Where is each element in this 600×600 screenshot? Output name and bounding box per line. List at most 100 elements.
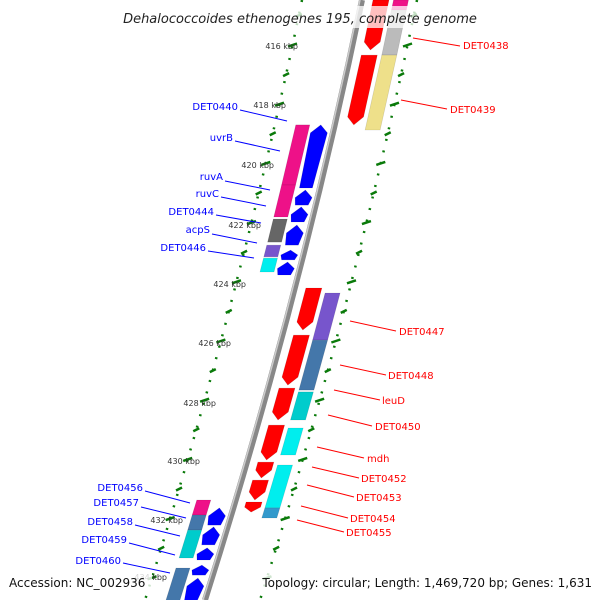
- forward-gene-category-box: [261, 507, 281, 519]
- minor-tick: [340, 308, 348, 315]
- major-tick: [260, 160, 271, 167]
- reverse-gene-category-box: [178, 529, 203, 559]
- tick-label: 422 kbp: [228, 221, 261, 230]
- major-tick: [389, 101, 400, 107]
- tick-label: 418 kbp: [253, 101, 286, 110]
- forward-gene-arrow: [281, 334, 310, 386]
- major-tick: [330, 338, 341, 344]
- gene-label[interactable]: DET0446: [160, 243, 206, 254]
- reverse-gene-arrow: [201, 526, 221, 546]
- gene-label[interactable]: DET0459: [81, 535, 127, 546]
- minor-tick: [384, 131, 392, 137]
- minor-tick: [157, 545, 165, 551]
- gene-label[interactable]: DET0438: [463, 41, 509, 52]
- gene-label[interactable]: DET0447: [399, 327, 445, 338]
- gene-label[interactable]: DET0452: [361, 474, 407, 485]
- minor-tick: [225, 308, 233, 315]
- tick-label: 428 kbp: [183, 399, 216, 408]
- major-tick: [297, 456, 308, 463]
- minor-tick: [175, 486, 183, 492]
- title-backdrop: [105, 6, 495, 28]
- topology-text: Topology: circular; Length: 1,469,720 bp…: [261, 576, 592, 590]
- gene-label[interactable]: DET0454: [350, 514, 396, 525]
- outer-tick-ring: [258, 0, 419, 600]
- forward-gene-arrow: [244, 501, 263, 513]
- left-gene-labels: [122, 109, 288, 574]
- reverse-gene-arrow: [191, 564, 210, 576]
- minor-tick: [307, 427, 315, 433]
- major-tick: [287, 42, 298, 48]
- minor-tick: [255, 190, 263, 196]
- gene-label[interactable]: DET0448: [388, 371, 434, 382]
- genome-backbone: [202, 0, 365, 600]
- reverse-gene-category-box: [259, 257, 278, 273]
- topology-backdrop: [258, 572, 598, 592]
- major-tick: [231, 279, 242, 285]
- reverse-gene-category-box: [191, 499, 212, 516]
- gene-label[interactable]: DET0439: [450, 105, 496, 116]
- reverse-gene-arrow: [277, 261, 295, 276]
- gene-label[interactable]: DET0450: [375, 422, 421, 433]
- reverse-gene-category-box: [263, 244, 282, 258]
- gene-label[interactable]: ruvC: [196, 189, 219, 200]
- minor-tick: [282, 71, 290, 78]
- forward-gene-arrow: [296, 287, 323, 331]
- major-tick: [402, 42, 413, 48]
- major-tick: [182, 456, 193, 463]
- gene-label[interactable]: uvrB: [210, 133, 233, 144]
- minor-tick: [355, 249, 363, 255]
- major-tick: [274, 101, 285, 107]
- minor-tick: [192, 427, 200, 433]
- forward-gene-category-box: [290, 391, 314, 421]
- gene-label[interactable]: ruvA: [200, 172, 223, 183]
- tick-label: 432 kbp: [150, 516, 183, 525]
- tick-label: 416 kbp: [265, 42, 298, 51]
- map-title: Dehalococcoides ethenogenes 195, complet…: [123, 12, 477, 27]
- gene-label[interactable]: acpS: [186, 225, 210, 236]
- major-tick: [280, 515, 291, 522]
- gene-label[interactable]: DET0458: [87, 517, 133, 528]
- minor-tick: [209, 367, 217, 374]
- forward-gene-arrow: [271, 387, 296, 421]
- right-gene-label-lines: [296, 37, 461, 533]
- minor-tick: [370, 190, 378, 196]
- gene-label[interactable]: mdh: [367, 454, 389, 465]
- accession-text: Accession: NC_002936: [9, 576, 145, 590]
- major-tick: [314, 397, 325, 403]
- major-tick: [346, 279, 357, 285]
- minor-tick: [397, 71, 405, 78]
- reverse-gene-arrow: [280, 249, 299, 261]
- forward-gene-arrow: [260, 424, 285, 461]
- gene-label[interactable]: DET0453: [356, 493, 402, 504]
- major-tick: [361, 219, 372, 226]
- forward-gene-category-box: [280, 427, 304, 456]
- reverse-gene-category-box: [267, 218, 288, 243]
- minor-tick: [269, 131, 277, 137]
- tick-label: 430 kbp: [167, 457, 200, 466]
- forward-gene-category-box: [298, 339, 328, 391]
- tick-label: 424 kbp: [213, 280, 246, 289]
- inner-tick-ring: [143, 0, 304, 600]
- accession-backdrop: [4, 572, 152, 592]
- gene-label[interactable]: DET0456: [97, 483, 143, 494]
- features: [165, 0, 409, 600]
- reverse-gene-arrow: [299, 124, 328, 189]
- reverse-gene-category-box: [273, 184, 296, 218]
- gene-label[interactable]: DET0460: [75, 556, 121, 567]
- gene-label[interactable]: DET0444: [168, 207, 214, 218]
- forward-gene-arrow: [347, 54, 378, 126]
- reverse-gene-category-box: [165, 567, 191, 600]
- gene-label[interactable]: DET0455: [346, 528, 392, 539]
- reverse-gene-arrow: [290, 206, 309, 223]
- forward-gene-arrow: [255, 461, 275, 479]
- forward-gene-category-box: [364, 54, 398, 131]
- major-tick: [375, 160, 386, 167]
- major-tick: [199, 397, 210, 403]
- gene-label[interactable]: leuD: [382, 396, 405, 407]
- reverse-gene-arrow: [294, 189, 313, 206]
- gene-label[interactable]: DET0457: [93, 498, 139, 509]
- major-tick: [165, 515, 176, 522]
- gene-label[interactable]: DET0440: [192, 102, 238, 113]
- minor-tick: [290, 486, 298, 492]
